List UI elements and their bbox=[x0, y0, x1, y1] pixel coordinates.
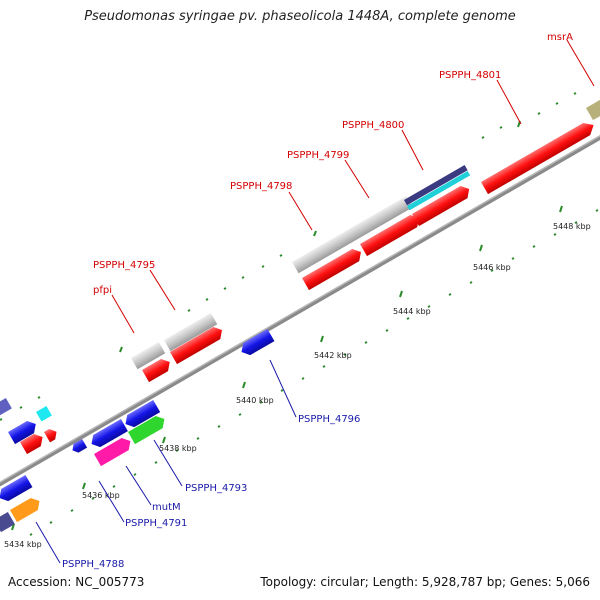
gene-blue-2 bbox=[125, 400, 161, 428]
gene-PSPPH_4788[interactable] bbox=[10, 495, 43, 523]
gene-purple-top bbox=[0, 398, 12, 417]
label-msrA: msrA bbox=[547, 32, 573, 43]
scale-ticks-lower bbox=[11, 205, 599, 536]
gene-PSPPH_4799[interactable] bbox=[404, 165, 468, 206]
gene-navy-bottom bbox=[0, 512, 15, 533]
scale-label-5448: 5448 kbp bbox=[553, 222, 591, 231]
gene-mutM[interactable] bbox=[94, 435, 134, 467]
gene-red-4 bbox=[170, 327, 222, 365]
gene-blue-top-1 bbox=[8, 421, 36, 445]
scale-label-5440: 5440 kbp bbox=[236, 396, 274, 405]
gene-red-5 bbox=[142, 359, 170, 383]
label-leaders-red bbox=[111, 39, 595, 334]
gene-red-3 bbox=[412, 186, 470, 227]
gene-PSPPH_4796[interactable] bbox=[238, 329, 275, 358]
scale-label-5446: 5446 kbp bbox=[473, 263, 511, 272]
gene-PSPPH_4800[interactable] bbox=[407, 171, 471, 211]
label-PSPPH_4795: PSPPH_4795 bbox=[93, 260, 155, 271]
label-mutM: mutM bbox=[152, 502, 181, 513]
scale-label-5434: 5434 kbp bbox=[4, 540, 42, 549]
gene-PSPPH_4795[interactable] bbox=[164, 313, 218, 352]
label-PSPPH_4791: PSPPH_4791 bbox=[125, 518, 187, 529]
label-PSPPH_4796: PSPPH_4796 bbox=[298, 414, 360, 425]
gene-red-6 bbox=[20, 434, 43, 455]
gene-blue-4 bbox=[0, 475, 33, 502]
scale-label-5442: 5442 kbp bbox=[314, 351, 352, 360]
scale-ticks-upper bbox=[0, 92, 577, 421]
scale-label-5438: 5438 kbp bbox=[159, 444, 197, 453]
gene-PSPPH_4791[interactable] bbox=[70, 439, 88, 455]
map-title: Pseudomonas syringae pv. phaseolicola 14… bbox=[84, 9, 516, 24]
gene-msrA[interactable] bbox=[586, 98, 600, 121]
gene-PSPPH_4801[interactable] bbox=[481, 119, 597, 195]
gene-PSPPH_4793[interactable] bbox=[128, 413, 168, 445]
accession-text: Accession: NC_005773 bbox=[8, 575, 145, 589]
gene-red-1 bbox=[302, 249, 361, 291]
scale-label-5444: 5444 kbp bbox=[393, 307, 431, 316]
label-PSPPH_4793: PSPPH_4793 bbox=[185, 483, 247, 494]
label-PSPPH_4798: PSPPH_4798 bbox=[230, 181, 292, 192]
scale-label-5436: 5436 kbp bbox=[82, 491, 120, 500]
genome-summary-text: Topology: circular; Length: 5,928,787 bp… bbox=[260, 575, 590, 589]
label-PSPPH_4788: PSPPH_4788 bbox=[62, 559, 124, 570]
label-pfpi: pfpi bbox=[93, 285, 112, 296]
gene-blocks bbox=[0, 98, 600, 533]
gene-cyan-small bbox=[36, 406, 52, 422]
label-leaders-blue bbox=[35, 359, 297, 564]
gene-red-7 bbox=[44, 429, 57, 443]
genome-backbone bbox=[0, 135, 600, 487]
genome-backbone-shade bbox=[0, 134, 600, 484]
label-PSPPH_4799: PSPPH_4799 bbox=[287, 150, 349, 161]
gene-red-2 bbox=[360, 215, 419, 257]
gene-pfpi[interactable] bbox=[131, 342, 166, 370]
gene-PSPPH_4798[interactable] bbox=[292, 196, 413, 274]
label-PSPPH_4801: PSPPH_4801 bbox=[439, 70, 501, 81]
gene-blue-3 bbox=[91, 419, 128, 448]
label-PSPPH_4800: PSPPH_4800 bbox=[342, 120, 404, 131]
